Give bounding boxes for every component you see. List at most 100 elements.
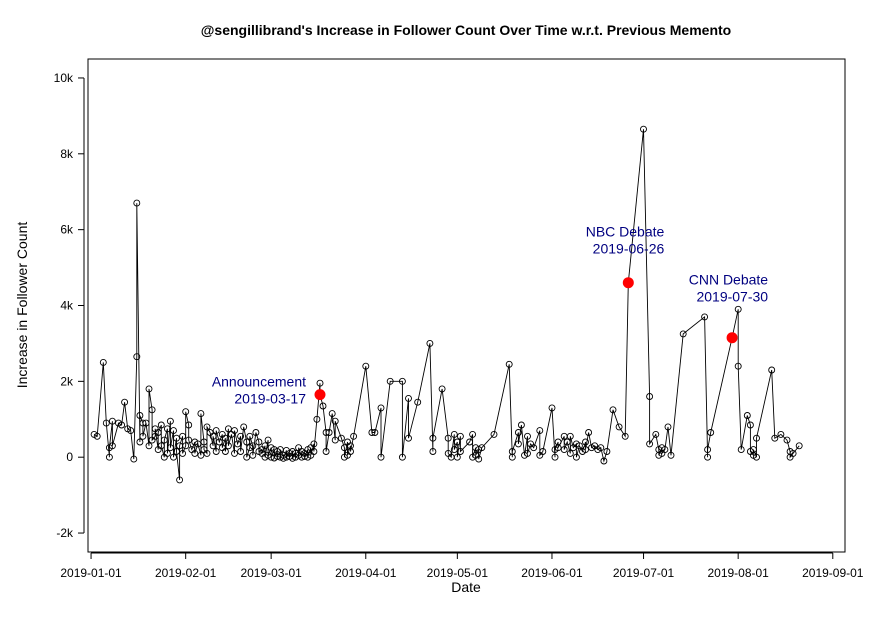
data-point [319,402,327,410]
data-point [246,432,254,440]
data-point [704,446,712,454]
data-point [795,442,803,450]
data-point [185,421,193,429]
data-point [490,430,498,438]
data-point [438,385,446,393]
data-point [289,454,296,462]
data-point [261,442,269,450]
data-point [127,427,135,435]
data-point [200,438,208,446]
data-point [475,455,483,463]
data-point [734,305,742,313]
data-point [582,438,589,446]
data-point [136,412,144,419]
event-date-label: 2019-07-30 [696,289,768,305]
data-point [136,438,144,446]
data-point [530,444,538,452]
data-point [398,377,406,385]
data-point [234,440,242,448]
event-label: Announcement [212,374,306,390]
x-tick-label: 2019-06-01 [521,566,583,580]
data-point [310,440,318,448]
data-point [163,425,171,433]
data-point [362,362,370,370]
data-point [157,421,165,429]
data-point [194,440,202,448]
event-marker [314,389,326,401]
data-point [322,448,330,455]
data-point [368,429,376,436]
data-point [508,448,516,455]
y-axis-label: Increase in Follower Count [14,222,30,389]
data-point [456,432,464,440]
y-tick-label: 4k [60,299,74,313]
data-point [185,436,193,444]
data-point [108,442,116,450]
data-point [203,423,211,431]
x-tick-label: 2019-03-01 [240,566,302,580]
data-point [328,410,336,418]
data-point [148,406,156,414]
x-tick-label: 2019-01-01 [60,566,122,580]
data-point [224,442,232,450]
data-point [615,423,623,431]
y-axis: -2k 0 2k 4k 6k 8k 10k [54,71,85,540]
data-point [212,448,220,455]
data-point [340,444,348,452]
data-point [398,453,406,461]
data-point [646,440,654,448]
data-point [182,442,190,450]
data-point [240,423,248,431]
data-point [191,449,199,457]
data-point [524,432,531,440]
data-point [405,394,412,402]
data-point [182,408,190,416]
data-point [313,415,321,423]
data-point [453,438,461,446]
event-date-label: 2019-06-26 [593,241,665,257]
data-point [652,430,660,438]
data-point [221,434,229,442]
data-point [585,429,593,436]
data-point [450,430,458,438]
data-point [249,451,257,459]
data-point [173,448,180,455]
data-point [130,455,138,463]
data-point [609,406,617,414]
data-point [405,434,412,442]
data-point [453,453,461,461]
data-point [377,404,385,412]
data-point [572,453,580,461]
data-point [517,421,525,429]
data-point [231,427,238,435]
data-point [664,423,672,431]
data-point [560,446,568,454]
x-axis-label: Date [451,579,481,595]
data-point [310,448,318,455]
data-point [548,404,556,412]
data-point [743,412,751,419]
data-point [215,438,223,446]
x-tick-label: 2019-02-01 [155,566,217,580]
data-point [429,448,437,455]
chart-title: @sengillibrand's Increase in Follower Co… [201,22,731,38]
data-point [551,453,559,461]
data-point [554,444,562,452]
data-point [350,432,358,440]
event-marker [622,277,634,289]
data-point [209,442,217,450]
data-point [331,436,339,444]
data-point [414,398,422,406]
data-point [768,366,776,374]
data-point [597,444,605,452]
data-point [640,125,647,133]
data-point [600,457,608,465]
data-point [264,436,272,444]
data-point [99,358,107,366]
event-label: CNN Debate [689,272,769,288]
data-point [221,448,229,455]
data-point [145,385,153,393]
y-tick-label: 8k [60,147,74,161]
data-point [170,427,177,435]
